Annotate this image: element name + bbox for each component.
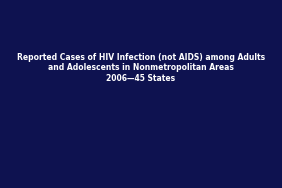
Text: Reported Cases of HIV Infection (not AIDS) among Adults
and Adolescents in Nonme: Reported Cases of HIV Infection (not AID… (17, 53, 265, 83)
